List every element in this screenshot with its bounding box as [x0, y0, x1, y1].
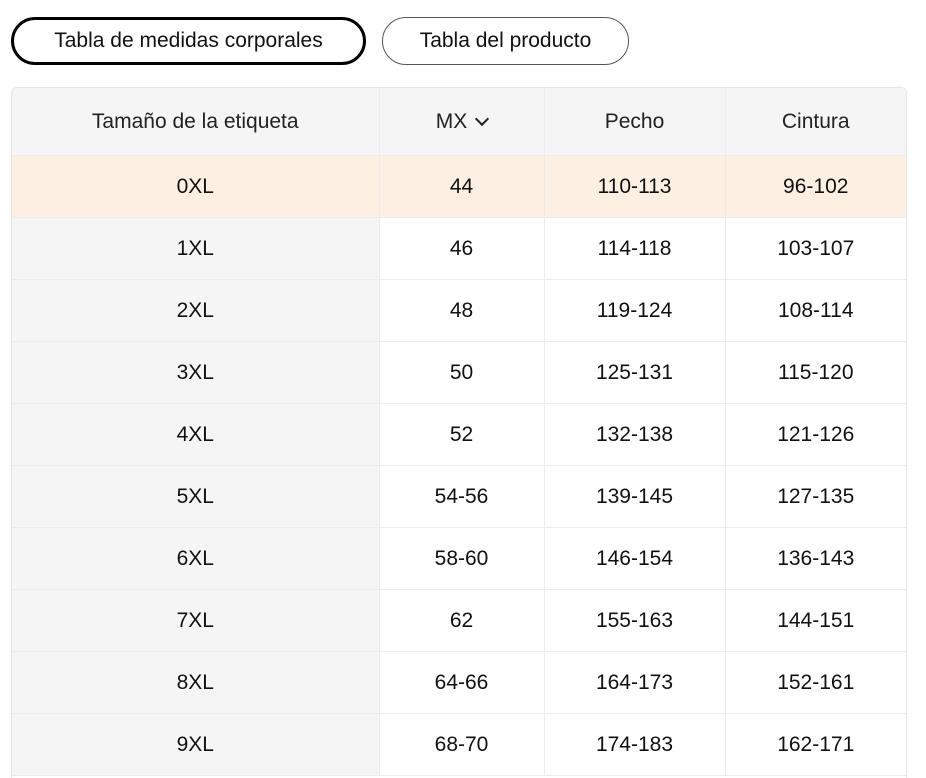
- chest-cell: 125-131: [544, 341, 726, 404]
- waist-cell: 115-120: [725, 341, 906, 404]
- table-row[interactable]: 9XL 68-70 174-183 162-171: [12, 713, 906, 776]
- table-row[interactable]: 7XL 62 155-163 144-151: [12, 589, 906, 652]
- column-header-size-label: Tamaño de la etiqueta: [12, 88, 380, 156]
- chest-cell: 146-154: [544, 527, 726, 590]
- chest-cell: 139-145: [544, 465, 726, 528]
- waist-cell: 162-171: [725, 713, 906, 776]
- waist-cell: 108-114: [725, 279, 906, 342]
- waist-cell: 96-102: [725, 155, 906, 218]
- waist-cell: 152-161: [725, 651, 906, 714]
- tab-product-measurements[interactable]: Tabla del producto: [382, 17, 629, 65]
- size-label-cell: 2XL: [12, 279, 380, 342]
- table-row[interactable]: 4XL 52 132-138 121-126: [12, 403, 906, 466]
- waist-cell: 136-143: [725, 527, 906, 590]
- chest-cell: 114-118: [544, 217, 726, 280]
- waist-cell: 127-135: [725, 465, 906, 528]
- region-size-cell: 58-60: [379, 527, 545, 590]
- chest-cell: 155-163: [544, 589, 726, 652]
- region-size-cell: 46: [379, 217, 545, 280]
- region-size-cell: 68-70: [379, 713, 545, 776]
- table-header-row: Tamaño de la etiqueta MX Pecho Cintura: [12, 88, 906, 156]
- size-chart-tabs: Tabla de medidas corporales Tabla del pr…: [11, 17, 629, 65]
- chest-cell: 110-113: [544, 155, 726, 218]
- table-row[interactable]: 0XL 44 110-113 96-102: [12, 155, 906, 218]
- region-size-cell: 44: [379, 155, 545, 218]
- column-header-region[interactable]: MX: [379, 88, 545, 156]
- size-label-cell: 5XL: [12, 465, 380, 528]
- chest-cell: 119-124: [544, 279, 726, 342]
- region-size-cell: 50: [379, 341, 545, 404]
- size-label-cell: 9XL: [12, 713, 380, 776]
- chest-cell: 174-183: [544, 713, 726, 776]
- table-row[interactable]: 5XL 54-56 139-145 127-135: [12, 465, 906, 528]
- table-row[interactable]: 1XL 46 114-118 103-107: [12, 217, 906, 280]
- size-label-cell: 4XL: [12, 403, 380, 466]
- table-row[interactable]: 6XL 58-60 146-154 136-143: [12, 527, 906, 590]
- size-label-cell: 6XL: [12, 527, 380, 590]
- chevron-down-icon: [475, 111, 490, 126]
- waist-cell: 103-107: [725, 217, 906, 280]
- waist-cell: 121-126: [725, 403, 906, 466]
- column-header-waist: Cintura: [725, 88, 906, 156]
- table-row[interactable]: 8XL 64-66 164-173 152-161: [12, 651, 906, 714]
- size-table: Tamaño de la etiqueta MX Pecho Cintura 0…: [12, 88, 906, 776]
- waist-cell: 144-151: [725, 589, 906, 652]
- region-select[interactable]: MX: [435, 109, 490, 134]
- size-label-cell: 7XL: [12, 589, 380, 652]
- region-size-cell: 54-56: [379, 465, 545, 528]
- column-header-chest: Pecho: [544, 88, 726, 156]
- size-label-cell: 0XL: [12, 155, 380, 218]
- region-size-cell: 62: [379, 589, 545, 652]
- region-size-cell: 52: [379, 403, 545, 466]
- region-select-value: MX: [435, 109, 468, 133]
- size-label-cell: 8XL: [12, 651, 380, 714]
- size-label-cell: 3XL: [12, 341, 380, 404]
- chest-cell: 164-173: [544, 651, 726, 714]
- chest-cell: 132-138: [544, 403, 726, 466]
- tab-body-measurements[interactable]: Tabla de medidas corporales: [11, 17, 366, 65]
- region-size-cell: 48: [379, 279, 545, 342]
- table-row[interactable]: 2XL 48 119-124 108-114: [12, 279, 906, 342]
- size-label-cell: 1XL: [12, 217, 380, 280]
- region-size-cell: 64-66: [379, 651, 545, 714]
- size-table-container[interactable]: Tamaño de la etiqueta MX Pecho Cintura 0…: [11, 87, 907, 778]
- table-row[interactable]: 3XL 50 125-131 115-120: [12, 341, 906, 404]
